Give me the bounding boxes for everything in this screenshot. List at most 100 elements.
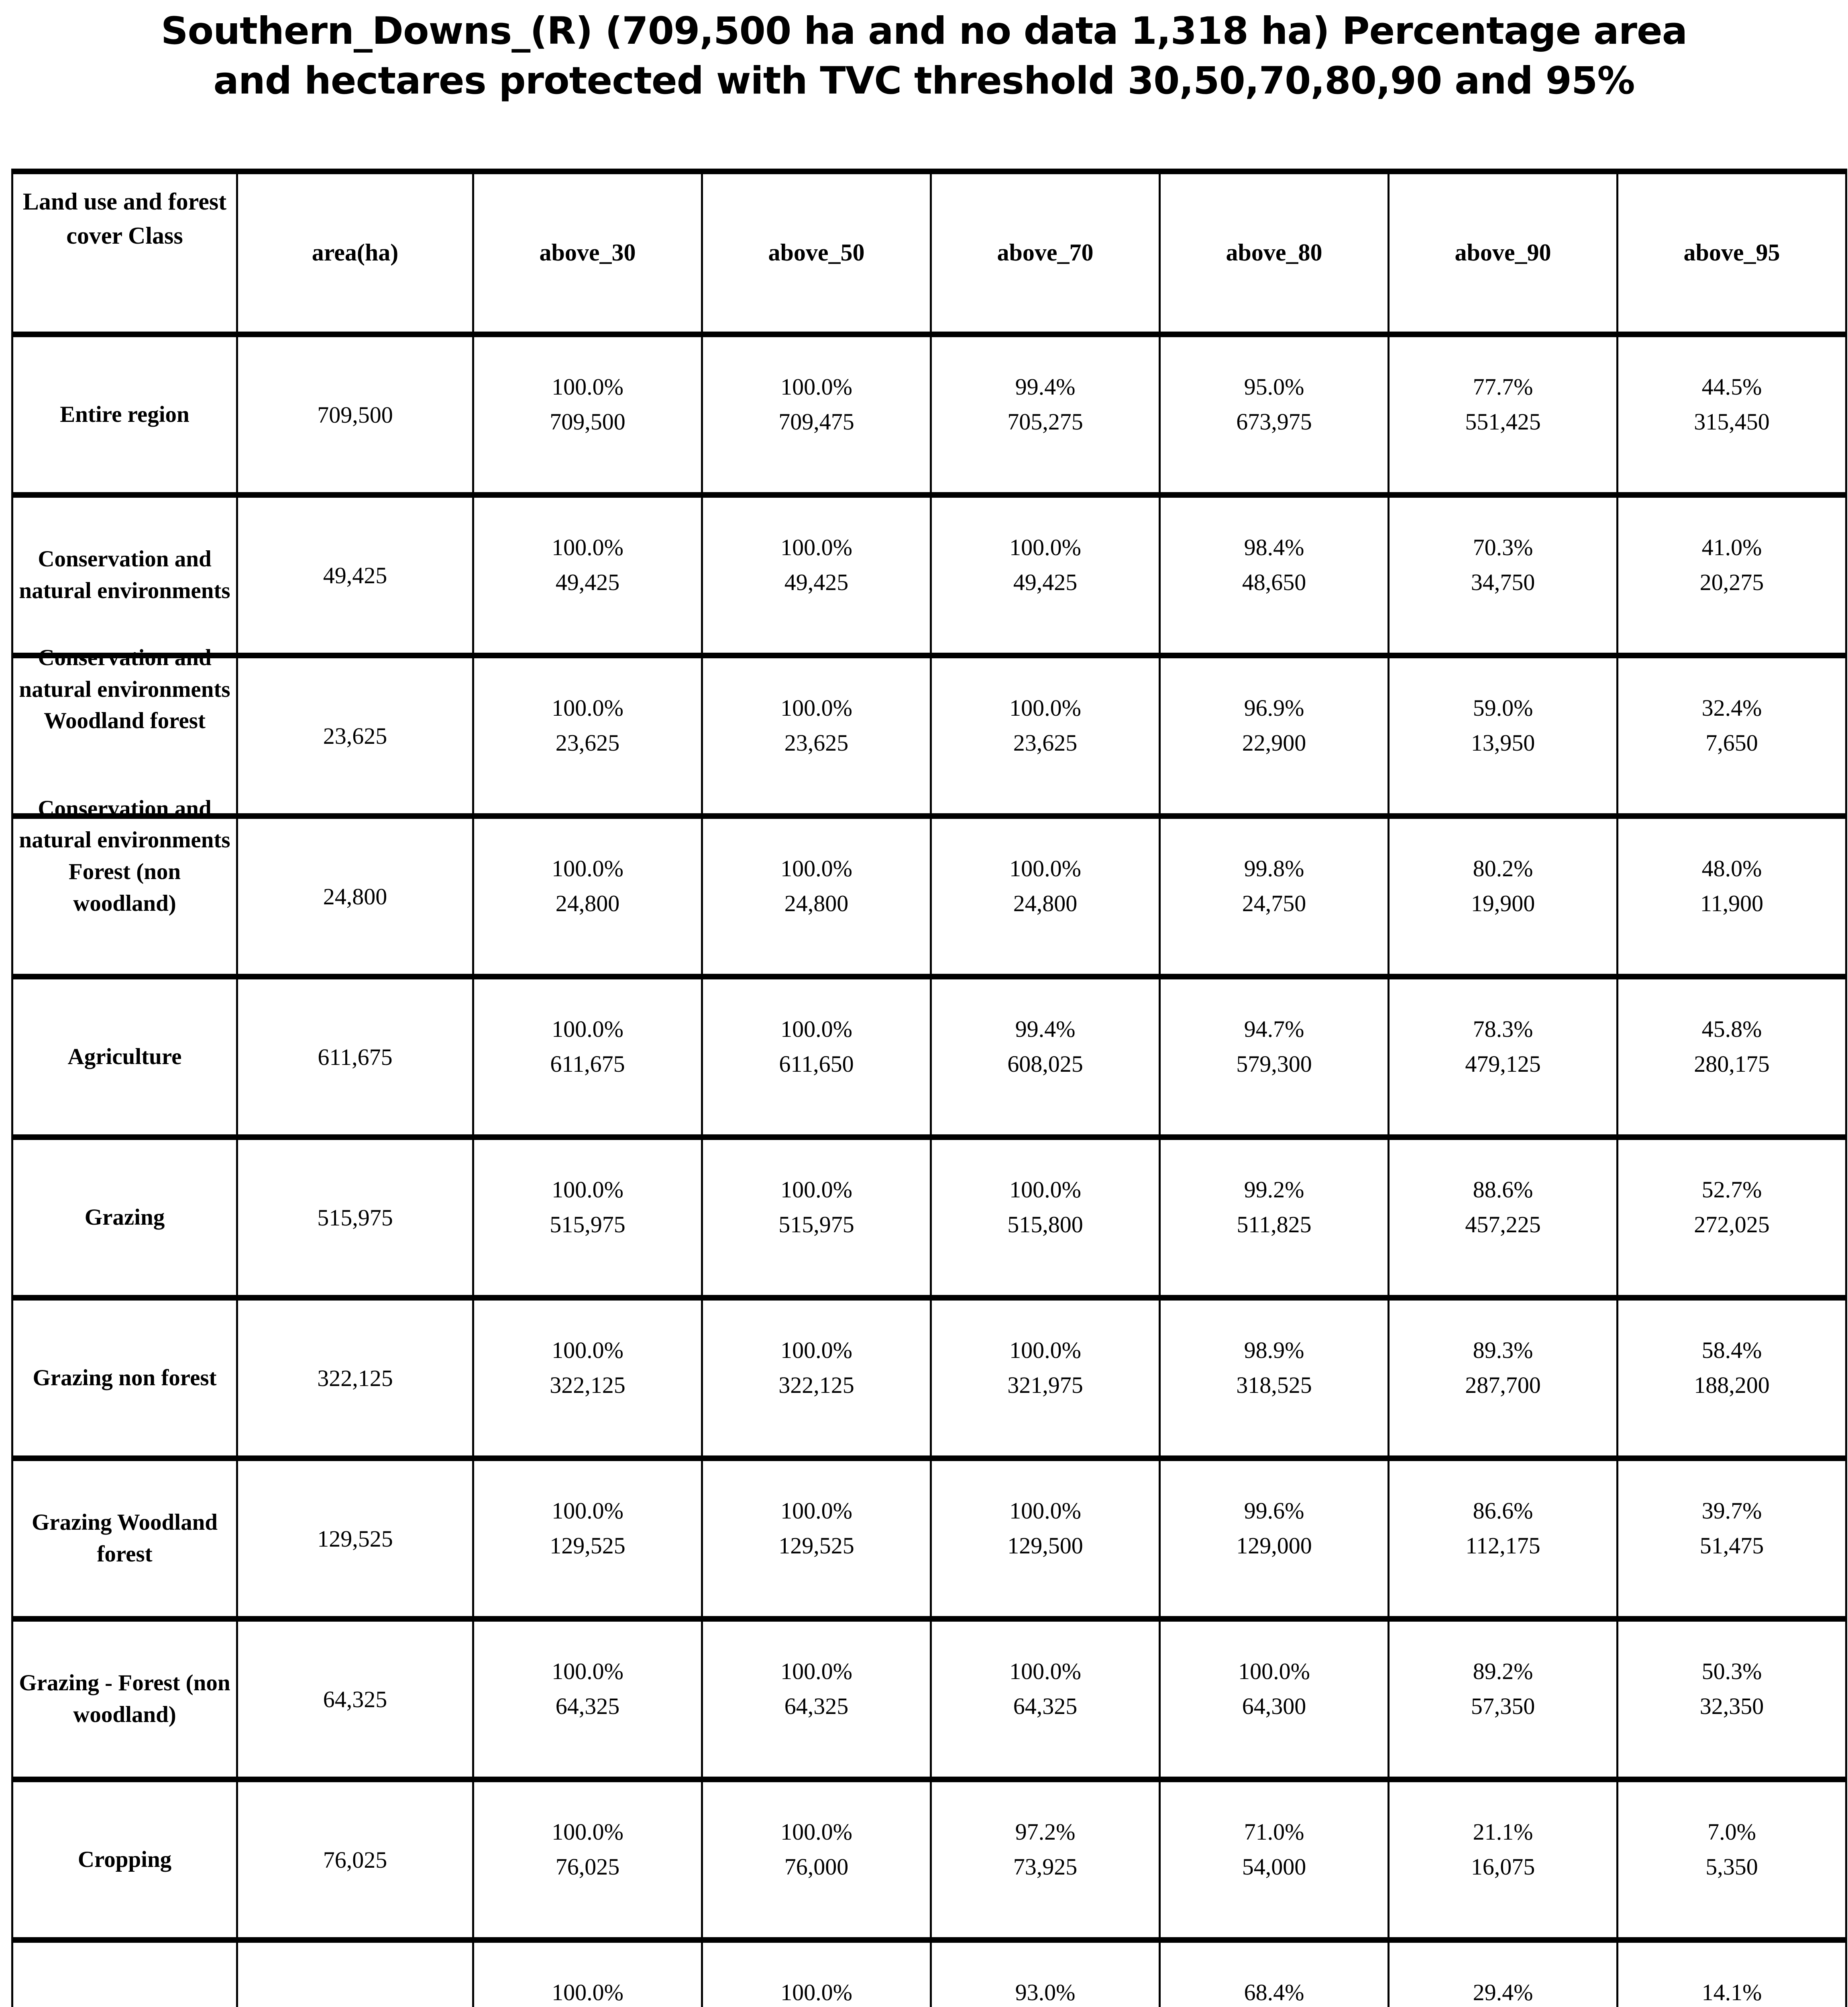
col-header-above-30: above_30 [472,171,703,334]
hectares-value: 34,750 [1471,569,1535,595]
table-row: Grazing non forest 322,125 100.0% 322,125 10… [11,1298,1847,1458]
threshold-cell: 59.0% 13,950 [1392,690,1614,760]
hectares-value: 49,425 [784,569,849,595]
percent-value: 70.3% [1473,534,1533,560]
col-header-class: Land use and forest cover Class [11,171,238,334]
percent-value: 100.0% [552,1658,623,1684]
hectares-value: 705,275 [1007,409,1083,435]
row-label: Agriculture [67,1044,182,1069]
threshold-cell: 14.1%2,775 [1621,1975,1843,2007]
threshold-cell: 100.0% 49,425 [477,530,699,600]
hectares-value: 49,425 [1013,569,1078,595]
threshold-cell: 100.0%19,625 [477,1975,699,2007]
percent-value: 21.1% [1473,1819,1533,1845]
area-value: 129,525 [317,1525,393,1552]
threshold-cell: 89.3% 287,700 [1392,1333,1614,1402]
percent-value: 100.0% [552,695,623,721]
hectares-value: 11,900 [1700,890,1764,916]
table-row: Grazing Woodland forest 129,525 100.0% 129,… [11,1458,1847,1619]
area-value: 64,325 [323,1686,387,1712]
hectares-value: 322,125 [778,1372,854,1398]
percent-value: 100.0% [780,1337,852,1363]
percent-value: 100.0% [552,1177,623,1203]
hectares-value: 76,025 [555,1854,620,1880]
threshold-cell: 99.2% 511,825 [1163,1172,1385,1242]
hectares-value: 322,125 [550,1372,626,1398]
table-row: Conservation and natural environments Fo… [11,796,1847,977]
hectares-value: 73,925 [1013,1854,1078,1880]
percent-value: 93.0% [1015,1979,1076,2005]
hectares-value: 112,175 [1465,1533,1540,1559]
percent-value: 41.0% [1701,534,1762,560]
threshold-cell: 98.9% 318,525 [1163,1333,1385,1402]
percent-value: 71.0% [1244,1819,1304,1845]
threshold-cell: 95.0% 673,975 [1163,369,1385,439]
percent-value: 100.0% [780,1177,852,1203]
threshold-cell: 100.0% 76,000 [705,1814,927,1884]
table-row: Irrigation19,625100.0%19,625100.0%19,625… [11,1940,1847,2007]
percent-value: 100.0% [552,1016,623,1042]
hectares-value: 272,025 [1694,1211,1770,1238]
threshold-cell: 77.7% 551,425 [1392,369,1614,439]
percent-value: 100.0% [780,1819,852,1845]
row-label: Grazing non forest [33,1365,217,1390]
percent-value: 100.0% [552,374,623,400]
threshold-cell: 7.0% 5,350 [1621,1814,1843,1884]
threshold-cell: 100.0% 24,800 [934,851,1156,921]
page-title-line2: and hectares protected with TVC threshol… [213,59,1635,103]
threshold-cell: 48.0% 11,900 [1621,851,1843,921]
hectares-value: 49,425 [555,569,620,595]
percent-value: 100.0% [552,855,623,881]
hectares-value: 515,975 [778,1211,854,1238]
hectares-value: 318,525 [1236,1372,1312,1398]
percent-value: 14.1% [1701,1979,1762,2005]
hectares-value: 673,975 [1236,409,1312,435]
hectares-value: 511,825 [1237,1211,1312,1238]
threshold-cell: 32.4% 7,650 [1621,690,1843,760]
threshold-cell: 68.4%13,425 [1163,1975,1385,2007]
threshold-cell: 99.4% 705,275 [934,369,1156,439]
threshold-cell: 100.0% 64,325 [934,1654,1156,1724]
threshold-cell: 100.0% 129,525 [477,1493,699,1563]
table-row: Grazing 515,975 100.0% 515,975 100.0% 515,975… [11,1137,1847,1298]
page-title: Southern_Downs_(R) (709,500 ha and no da… [101,6,1747,106]
area-value: 49,425 [323,562,387,588]
hectares-value: 7,650 [1705,730,1758,756]
threshold-cell: 89.2% 57,350 [1392,1654,1614,1724]
area-value: 709,500 [317,401,393,428]
row-label: Cropping [77,1846,172,1872]
row-label: Grazing Woodland forest [32,1510,218,1567]
percent-value: 45.8% [1701,1016,1762,1042]
hectares-value: 188,200 [1694,1372,1770,1398]
threshold-cell: 50.3% 32,350 [1621,1654,1843,1724]
percent-value: 100.0% [780,534,852,560]
threshold-cell: 100.0% 76,025 [477,1814,699,1884]
hectares-value: 5,350 [1705,1854,1758,1880]
percent-value: 100.0% [1009,695,1081,721]
percent-value: 39.7% [1701,1498,1762,1524]
table-row: Agriculture 611,675 100.0% 611,675 100.0% 611… [11,977,1847,1137]
percent-value: 100.0% [780,1016,852,1042]
percent-value: 97.2% [1015,1819,1076,1845]
threshold-cell: 100.0% 129,525 [705,1493,927,1563]
percent-value: 29.4% [1473,1979,1533,2005]
threshold-cell: 100.0% 322,125 [705,1333,927,1402]
hectares-value: 64,325 [1013,1693,1078,1719]
percent-value: 100.0% [1009,534,1081,560]
percent-value: 100.0% [1009,855,1081,881]
hectares-value: 32,350 [1699,1693,1764,1719]
threshold-cell: 100.0% 322,125 [477,1333,699,1402]
hectares-value: 611,675 [550,1051,625,1077]
threshold-cell: 100.0% 64,325 [705,1654,927,1724]
area-value: 322,125 [317,1365,393,1391]
hectares-value: 129,000 [1236,1533,1312,1559]
percent-value: 95.0% [1244,374,1304,400]
row-label: Conservation and natural environments [19,546,230,603]
hectares-value: 22,900 [1242,730,1306,756]
hectares-value: 579,300 [1236,1051,1312,1077]
hectares-value: 515,800 [1007,1211,1083,1238]
percent-value: 68.4% [1244,1979,1304,2005]
col-header-above-50: above_50 [701,171,932,334]
hectares-value: 24,800 [1013,890,1078,916]
row-label: Grazing [84,1204,165,1230]
